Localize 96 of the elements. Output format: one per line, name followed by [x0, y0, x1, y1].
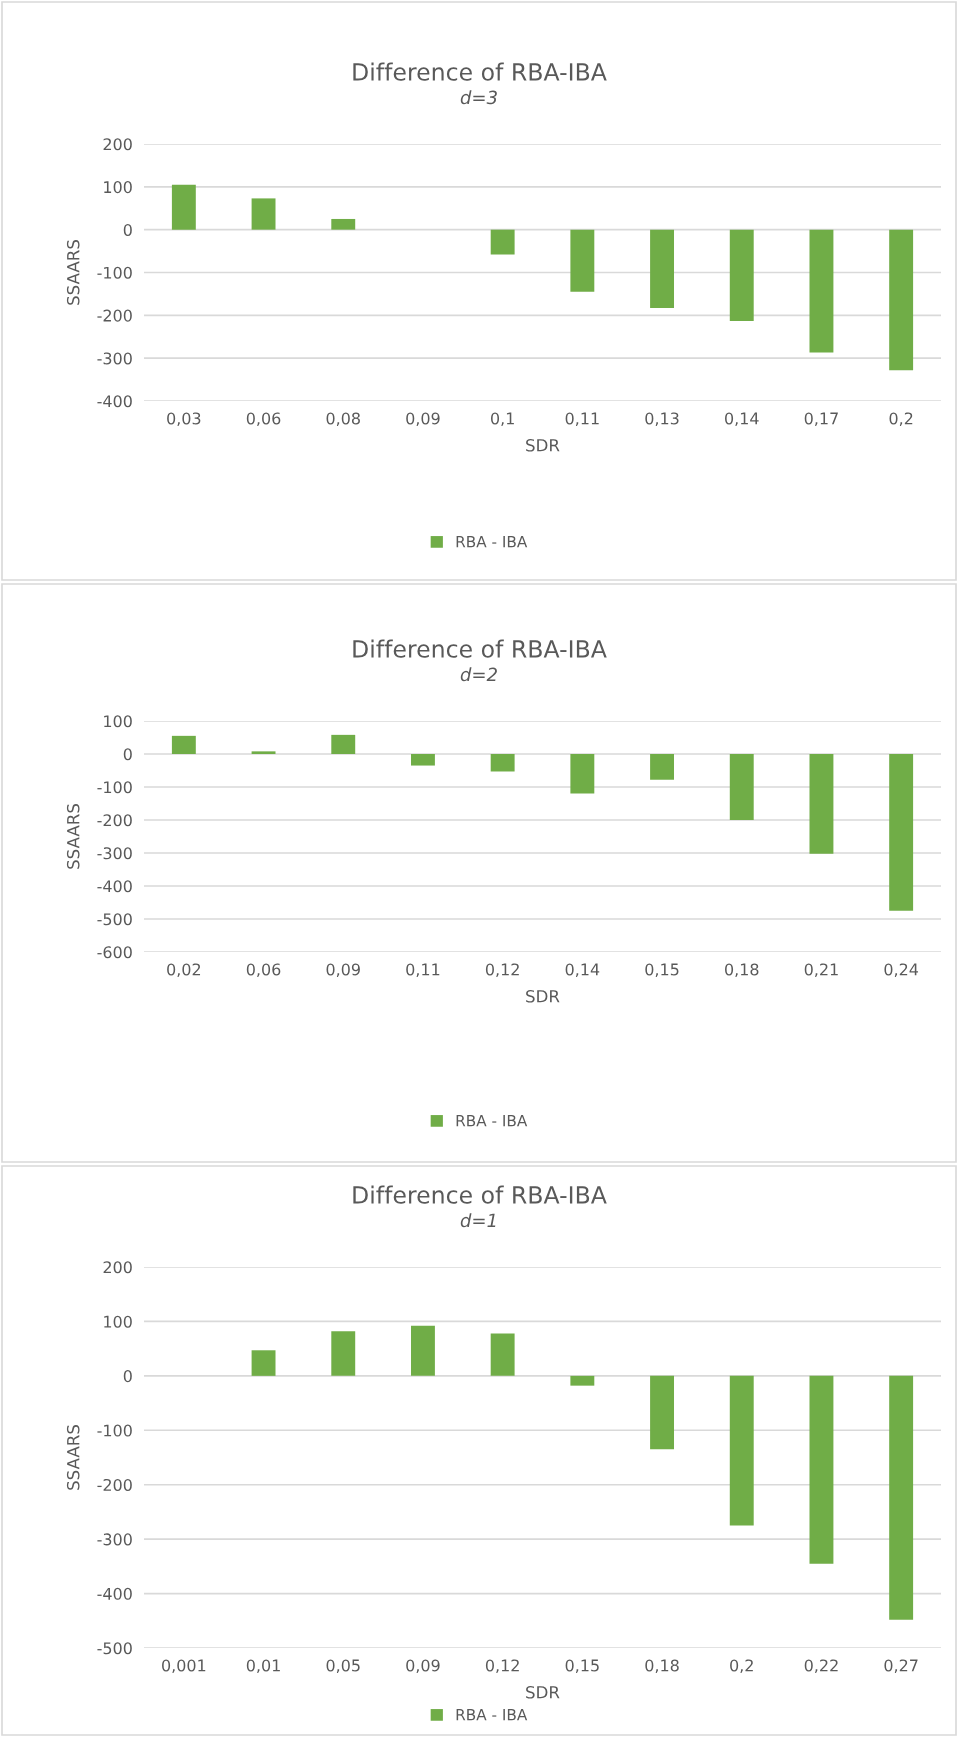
x-tick-label: 0,08: [326, 412, 360, 427]
bar: [809, 1375, 834, 1564]
x-tick-label: 0,06: [246, 412, 281, 427]
y-tick-label: -400: [97, 1587, 132, 1600]
bar: [650, 754, 674, 780]
x-tick-label: 0,27: [884, 1659, 918, 1674]
x-tick-label: 0,03: [167, 412, 201, 427]
x-tick-label: 0,14: [725, 412, 759, 427]
bar: [251, 1350, 276, 1376]
x-tick-label: 0,2: [889, 412, 913, 427]
chart-subtitle: d=3: [460, 90, 497, 105]
y-tick-label: 200: [103, 1261, 132, 1274]
y-axis-title: SSAARS: [66, 803, 80, 869]
bar: [729, 229, 754, 321]
y-tick-label: 0: [123, 1370, 132, 1383]
bar: [171, 735, 196, 754]
bar: [490, 754, 515, 772]
x-tick-label: 0,22: [804, 1659, 838, 1674]
y-tick-label: -100: [97, 1424, 132, 1437]
x-tick-label: 0,09: [406, 412, 440, 427]
bar: [650, 229, 674, 309]
x-tick-label: 0,02: [167, 963, 201, 978]
y-tick-label: -400: [97, 880, 132, 893]
x-tick-label: 0,01: [246, 1659, 280, 1674]
legend-label: RBA - IBA: [456, 1115, 528, 1127]
x-tick-label: 0,2: [730, 1659, 753, 1674]
y-tick-label: -100: [97, 781, 132, 794]
bar: [570, 754, 595, 794]
chart-title: Difference of RBA-IBA: [353, 1185, 607, 1204]
x-tick-label: 0,1: [491, 412, 514, 427]
chart-subtitle: d=1: [460, 1213, 496, 1228]
y-tick-label: 200: [103, 138, 132, 151]
x-tick-label: 0,13: [645, 412, 679, 427]
x-tick-label: 0,001: [162, 1659, 206, 1674]
x-tick-label: 0,18: [725, 963, 759, 978]
y-tick-label: -200: [97, 309, 132, 322]
y-tick-label: -400: [97, 395, 132, 408]
x-tick-label: 0,18: [645, 1659, 679, 1674]
bar: [171, 184, 196, 230]
x-tick-label: 0,11: [565, 412, 599, 427]
bar: [410, 1325, 435, 1376]
x-tick-label: 0,12: [485, 1659, 519, 1674]
x-tick-label: 0,14: [565, 963, 600, 978]
bar: [889, 229, 914, 371]
x-axis-title: SDR: [526, 1685, 560, 1699]
legend-label: RBA - IBA: [456, 536, 528, 548]
x-tick-label: 0,12: [485, 963, 519, 978]
chart-title: Difference of RBA-IBA: [353, 639, 607, 658]
x-tick-label: 0,06: [246, 963, 281, 978]
x-tick-label: 0,17: [804, 412, 838, 427]
bar: [331, 734, 356, 754]
x-axis-title: SDR: [526, 438, 560, 452]
y-tick-label: -500: [97, 913, 132, 926]
x-tick-label: 0,24: [884, 963, 919, 978]
y-tick-label: -600: [97, 946, 132, 959]
y-axis-title: SSAARS: [66, 239, 80, 305]
y-tick-label: -100: [97, 266, 132, 279]
y-tick-label: -500: [97, 1642, 132, 1655]
x-tick-label: 0,21: [804, 963, 838, 978]
y-tick-label: 100: [104, 181, 132, 194]
bar: [889, 754, 914, 911]
y-tick-label: -200: [97, 1478, 132, 1492]
x-tick-label: 0,11: [406, 963, 440, 978]
y-tick-label: -300: [97, 847, 132, 860]
y-tick-label: 0: [123, 748, 132, 761]
x-tick-label: 0,09: [406, 1659, 440, 1674]
bar: [809, 229, 834, 353]
y-tick-label: -300: [97, 1533, 132, 1546]
y-tick-label: -200: [97, 814, 132, 827]
y-tick-label: 100: [104, 715, 132, 728]
y-tick-label: 0: [123, 223, 132, 236]
x-tick-label: 0,05: [326, 1659, 360, 1674]
bar: [889, 1375, 914, 1620]
x-axis-title: SDR: [526, 989, 560, 1003]
chart-title: Difference of RBA-IBA: [353, 62, 607, 81]
y-axis-title: SSAARS: [66, 1424, 80, 1490]
bar: [729, 1375, 754, 1526]
x-tick-label: 0,15: [645, 963, 679, 978]
chart-subtitle: d=2: [460, 667, 497, 682]
bar: [729, 754, 754, 820]
bar: [490, 1333, 515, 1376]
bar: [809, 754, 834, 854]
bar: [331, 1331, 356, 1376]
bar: [251, 751, 276, 754]
x-tick-label: 0,15: [565, 1659, 599, 1674]
bar: [570, 229, 595, 292]
bar: [331, 218, 356, 230]
bar: [650, 1375, 674, 1450]
y-tick-label: 100: [104, 1315, 132, 1328]
x-tick-label: 0,09: [326, 963, 360, 978]
bar: [410, 754, 435, 766]
legend-label: RBA - IBA: [456, 1709, 528, 1721]
bar: [570, 1375, 595, 1386]
bar: [251, 198, 276, 230]
bar: [490, 229, 515, 255]
y-tick-label: -300: [97, 352, 132, 365]
